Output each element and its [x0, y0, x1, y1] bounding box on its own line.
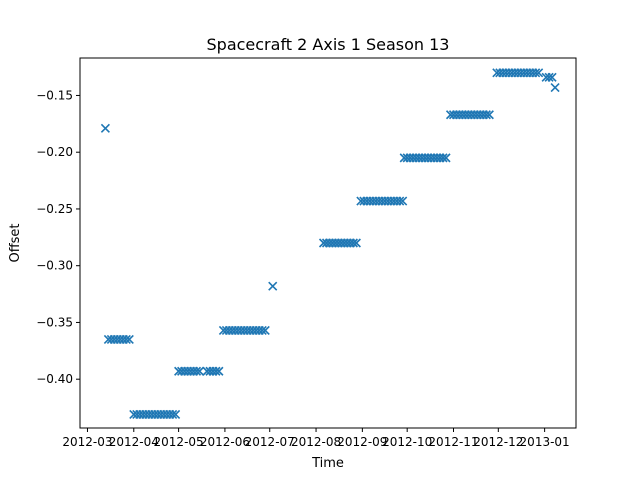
data-point: [348, 238, 358, 248]
x-tick-label: 2012-04: [109, 435, 159, 449]
x-tick-label: 2012-11: [428, 435, 478, 449]
plot-area-frame: [79, 57, 577, 429]
y-tick-label: −0.40: [36, 372, 73, 386]
data-point: [395, 196, 405, 206]
data-point: [547, 72, 557, 82]
y-tick-label: −0.25: [36, 202, 73, 216]
data-point: [191, 366, 202, 376]
y-tick-label: −0.30: [36, 259, 73, 273]
data-point: [121, 334, 131, 345]
data-point: [171, 409, 181, 419]
data-points: [100, 68, 560, 419]
data-point: [124, 334, 134, 345]
data-point: [441, 153, 451, 163]
x-tick-label: 2012-08: [291, 435, 341, 449]
x-tick-label: 2012-03: [62, 435, 112, 449]
x-axis-label: Time: [311, 456, 344, 471]
data-point: [100, 123, 110, 133]
y-axis-ticks: −0.40 −0.35 −0.30 −0.25 −0.20 −0.15: [36, 88, 80, 386]
data-point: [398, 196, 408, 206]
x-tick-label: 2013-01: [520, 435, 570, 449]
data-point: [194, 366, 205, 376]
x-tick-label: 2012-06: [200, 435, 250, 449]
y-tick-label: −0.15: [36, 88, 73, 102]
data-point: [484, 110, 494, 120]
data-point: [260, 325, 270, 335]
data-point: [257, 325, 267, 335]
data-point: [268, 281, 278, 291]
data-point: [168, 409, 178, 419]
x-tick-label: 2012-07: [245, 435, 295, 449]
data-point: [531, 68, 541, 78]
data-point: [214, 366, 224, 376]
chart-title: Spacecraft 2 Axis 1 Season 13: [207, 35, 450, 54]
y-tick-label: −0.20: [36, 145, 73, 159]
x-tick-label: 2012-12: [473, 435, 523, 449]
data-point: [438, 153, 448, 163]
x-tick-label: 2012-05: [154, 435, 204, 449]
x-tick-label: 2012-09: [337, 435, 387, 449]
data-point: [481, 110, 491, 120]
data-point: [550, 82, 560, 93]
x-axis-ticks: 2012-032012-042012-052012-062012-072012-…: [62, 428, 570, 449]
data-point: [534, 68, 544, 78]
data-point: [211, 366, 221, 376]
y-axis-label: Offset: [8, 223, 23, 262]
y-tick-label: −0.35: [36, 315, 73, 329]
data-point: [351, 238, 361, 248]
data-point: [544, 72, 554, 82]
x-tick-label: 2012-10: [382, 435, 432, 449]
